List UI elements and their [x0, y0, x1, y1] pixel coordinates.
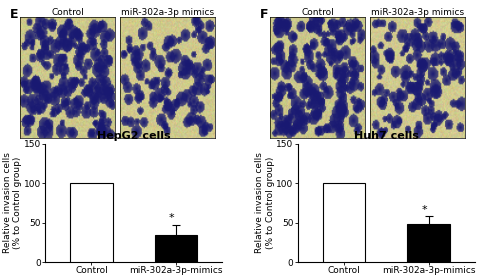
- Text: Control: Control: [301, 8, 334, 17]
- Y-axis label: Relative invasion cells
(% to Control group): Relative invasion cells (% to Control gr…: [256, 152, 274, 253]
- Text: miR-302a-3p mimics: miR-302a-3p mimics: [371, 8, 464, 17]
- Text: F: F: [260, 8, 268, 21]
- Text: *: *: [422, 205, 427, 215]
- Bar: [323, 183, 365, 262]
- Title: Huh7 cells: Huh7 cells: [354, 131, 418, 141]
- Bar: [70, 183, 112, 262]
- Y-axis label: Relative invasion cells
(% to Control group): Relative invasion cells (% to Control gr…: [3, 152, 22, 253]
- Title: HepG2 cells: HepG2 cells: [97, 131, 170, 141]
- Text: Control: Control: [51, 8, 84, 17]
- Text: *: *: [169, 213, 174, 224]
- Text: miR-302a-3p mimics: miR-302a-3p mimics: [121, 8, 214, 17]
- Bar: [155, 235, 197, 262]
- Bar: [408, 224, 450, 262]
- Text: E: E: [10, 8, 18, 21]
